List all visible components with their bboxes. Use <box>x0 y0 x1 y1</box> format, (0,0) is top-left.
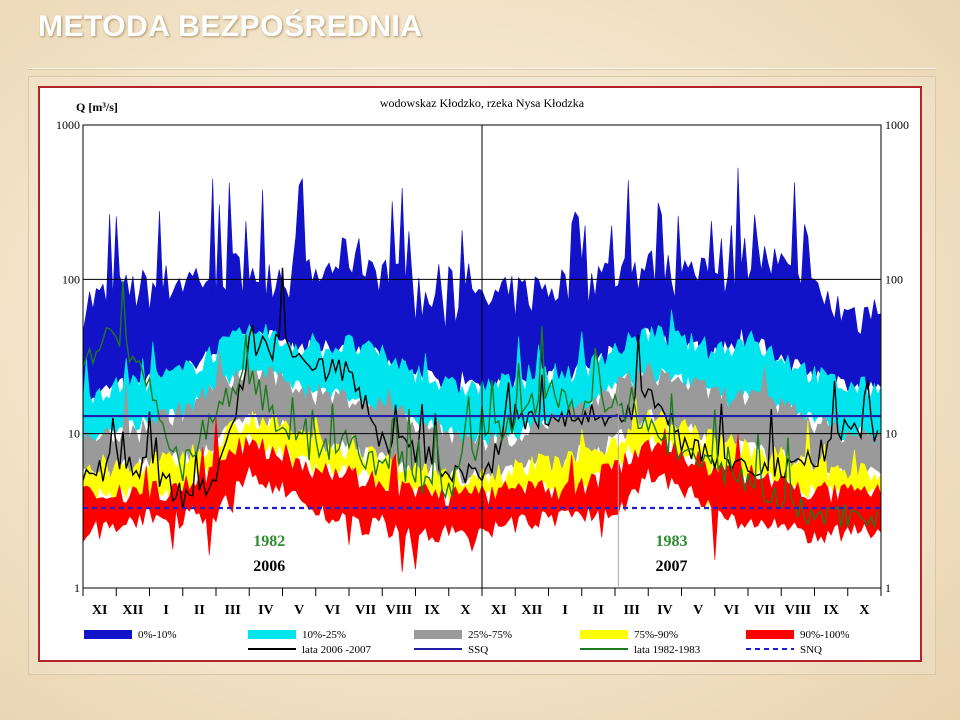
x-tick-label: X <box>859 603 869 618</box>
series-line-lata-1982-1983 <box>83 280 879 530</box>
y-axis-label: Q [m³/s] <box>76 100 118 114</box>
y-tick-label-left: 1000 <box>56 118 80 132</box>
title-divider <box>28 68 936 69</box>
series-line-lata-2006-2007 <box>83 267 879 510</box>
band-25pct-75pct <box>83 350 881 512</box>
y-tick-label-right: 10 <box>885 427 897 441</box>
chart-title: wodowskaz Kłodzko, rzeka Nysa Kłodzka <box>380 96 585 110</box>
slide-title: METODA BEZPOŚREDNIA <box>38 10 423 43</box>
legend-label-snq: SNQ <box>800 644 822 656</box>
y-tick-label-right: 1000 <box>885 118 909 132</box>
x-tick-label: VI <box>325 603 341 618</box>
x-tick-label: XII <box>122 603 143 618</box>
legend-swatch-90pct-100pct <box>746 630 794 639</box>
legend-label-0pct-10pct: 0%-10% <box>138 629 177 641</box>
x-tick-label: VII <box>754 603 775 618</box>
x-tick-label: I <box>562 603 567 618</box>
x-tick-label: XII <box>521 603 542 618</box>
legend-label-90pct-100pct: 90%-100% <box>800 629 850 641</box>
period-year-label-bottom: 2006 <box>253 558 285 575</box>
y-tick-label-right: 100 <box>885 272 903 286</box>
x-tick-label: XI <box>92 603 108 618</box>
x-tick-label: IX <box>424 603 440 618</box>
hydrograph-chart: 1 1 10 10 100 100 1000 1000 Q [m³/s] wodowskaz Kł… <box>40 88 920 660</box>
legend-label-10pct-25pct: 10%-25% <box>302 629 346 641</box>
chart-panel: 1 1 10 10 100 100 1000 1000 Q [m³/s] wodowskaz Kł… <box>38 86 922 662</box>
x-tick-label: I <box>163 603 168 618</box>
x-tick-label: II <box>194 603 205 618</box>
x-tick-label: VII <box>355 603 376 618</box>
x-tick-label: II <box>593 603 604 618</box>
x-tick-label: V <box>693 603 703 618</box>
x-tick-label: X <box>460 603 470 618</box>
x-tick-label: XI <box>491 603 507 618</box>
y-tick-label-left: 10 <box>68 427 80 441</box>
x-tick-label: VI <box>724 603 740 618</box>
y-tick-label-left: 1 <box>74 581 80 595</box>
legend-swatch-10pct-25pct <box>248 630 296 639</box>
legend-swatch-25pct-75pct <box>414 630 462 639</box>
x-tick-label: IV <box>258 603 274 618</box>
legend-label-75pct-90pct: 75%-90% <box>634 629 678 641</box>
legend-swatch-0pct-10pct <box>84 630 132 639</box>
x-tick-label: VIII <box>785 603 811 618</box>
y-tick-label-left: 100 <box>62 272 80 286</box>
period-year-label-top: 1982 <box>253 533 285 550</box>
period-year-label-top: 1983 <box>656 533 688 550</box>
y-tick-label-right: 1 <box>885 581 891 595</box>
x-tick-label: III <box>224 603 240 618</box>
x-tick-label: IX <box>823 603 839 618</box>
legend-label-lata-1982-1983: lata 1982-1983 <box>634 644 701 656</box>
legend-label-lata-2006-2007: lata 2006 -2007 <box>302 644 372 656</box>
legend-swatch-75pct-90pct <box>580 630 628 639</box>
legend-label-ssq: SSQ <box>468 644 488 656</box>
x-tick-label: VIII <box>386 603 412 618</box>
period-year-label-bottom: 2007 <box>656 558 688 575</box>
x-tick-label: IV <box>657 603 673 618</box>
x-tick-label: III <box>623 603 639 618</box>
legend-label-25pct-75pct: 25%-75% <box>468 629 512 641</box>
x-tick-label: V <box>294 603 304 618</box>
